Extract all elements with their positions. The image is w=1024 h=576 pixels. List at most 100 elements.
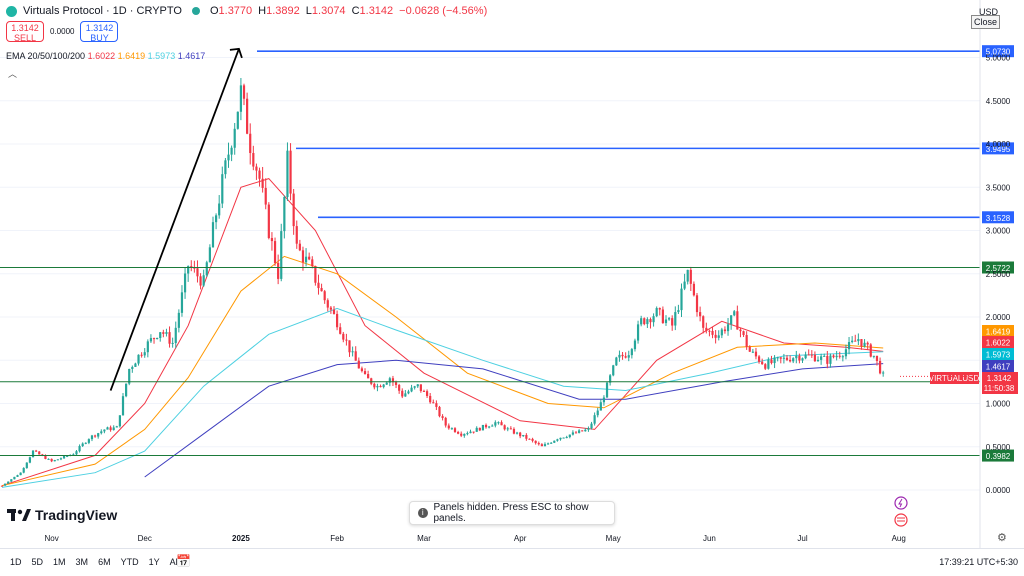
buy-button[interactable]: 1.3142 BUY <box>80 21 119 43</box>
candle-body <box>584 429 587 432</box>
candle-body <box>242 85 246 99</box>
timeframe-1y[interactable]: 1Y <box>148 557 160 567</box>
candle-body <box>261 178 264 188</box>
clock-timezone[interactable]: 17:39:21 UTC+5:30 <box>939 557 1018 567</box>
candle-body <box>298 243 301 251</box>
symbol-title[interactable]: Virtuals Protocol · 1D · CRYPTO <box>23 5 182 17</box>
candle-body <box>363 371 367 375</box>
candle-body <box>615 357 618 366</box>
candle-body <box>413 386 416 388</box>
currency-label[interactable]: USD <box>978 7 998 17</box>
candle-body <box>546 443 550 445</box>
candle-body <box>87 439 90 443</box>
symbol-tag-text: VIRTUALUSD <box>929 374 980 383</box>
candle-body <box>22 468 25 473</box>
time-axis: Nov Dec 2025 Feb Mar Apr May Jun Jul Aug <box>45 534 906 543</box>
candle-body <box>196 268 199 277</box>
ohlc-open: O1.3770 <box>209 5 253 17</box>
candle-body <box>422 390 426 392</box>
market-status-icon <box>191 7 200 15</box>
candle-body <box>438 406 441 417</box>
timeframe-ytd[interactable]: YTD <box>120 557 139 567</box>
candle-body <box>742 331 745 336</box>
ohlc-low: L1.3074 <box>305 5 346 17</box>
ema-legend[interactable]: EMA 20/50/100/200 1.6022 1.6419 1.5973 1… <box>6 51 205 61</box>
time-tick-label: Jun <box>703 534 716 543</box>
candle-body <box>847 342 851 350</box>
candle-body <box>255 166 258 171</box>
toast-text: Panels hidden. Press ESC to show panels. <box>433 502 589 524</box>
settings-gear-icon[interactable]: ⚙ <box>997 532 1007 544</box>
candle-body <box>714 334 717 338</box>
goto-date-calendar-icon[interactable]: 📅 <box>176 554 191 568</box>
candle-body <box>128 368 131 384</box>
sell-button[interactable]: 1.3142 SELL <box>6 21 44 43</box>
collapse-legend-icon[interactable]: ︿ <box>8 69 18 79</box>
ema20-line <box>1 178 884 487</box>
candle-body <box>273 241 277 263</box>
timeframe-6m[interactable]: 6M <box>98 557 111 567</box>
timeframe-buttons: 1D 5D 1M 3M 6M YTD 1Y All <box>10 557 180 567</box>
candle-body <box>857 339 860 342</box>
timeframe-3m[interactable]: 3M <box>75 557 89 567</box>
ohlc-change: −0.0628 (−4.56%) <box>399 5 488 17</box>
candle-body <box>326 300 329 308</box>
candle-body <box>686 269 689 282</box>
time-tick-label: Aug <box>892 534 906 543</box>
candle-body <box>394 382 398 385</box>
candle-body <box>844 349 848 357</box>
chart-event-icons <box>894 496 908 527</box>
candle-body <box>432 402 435 404</box>
candle-body <box>360 368 364 372</box>
candle-body <box>851 340 854 343</box>
candle-body <box>230 147 233 155</box>
ema100-line <box>1 307 884 488</box>
candle-body <box>612 365 615 376</box>
candle-body <box>205 262 208 276</box>
candle-body <box>118 415 122 427</box>
candle-body <box>795 355 798 359</box>
symbol-header: Virtuals Protocol · 1D · CRYPTO O1.3770 … <box>6 5 487 17</box>
timeframe-1d[interactable]: 1D <box>10 557 22 567</box>
candle-body <box>0 485 4 487</box>
candle-body <box>723 329 727 332</box>
candle-body <box>550 442 553 444</box>
candle-body <box>512 428 516 434</box>
close-button[interactable]: Close <box>971 15 1001 29</box>
level-tag-text: 2.5722 <box>986 264 1011 273</box>
candle-body <box>525 434 528 439</box>
candle-body <box>643 318 646 325</box>
candle-body <box>515 432 519 434</box>
candle-body <box>711 330 714 335</box>
brand-name: TradingView <box>35 507 118 523</box>
candle-body <box>410 387 413 392</box>
candle-body <box>385 382 388 385</box>
timeframe-all[interactable]: All <box>169 557 180 567</box>
candle-body <box>7 481 10 484</box>
candle-body <box>162 332 165 334</box>
candle-body <box>751 351 754 353</box>
candle-body <box>450 428 453 430</box>
candle-body <box>398 384 401 391</box>
candle-body <box>590 423 593 429</box>
last-price-tag <box>982 372 1018 394</box>
trend-arrow-line <box>109 48 240 391</box>
time-tick-label: 2025 <box>232 534 250 543</box>
candle-body <box>90 435 94 440</box>
timeframe-5d[interactable]: 5D <box>31 557 44 567</box>
candle-body <box>739 329 742 332</box>
candle-body <box>373 383 376 388</box>
price-tick-label: 2.5000 <box>986 270 1011 279</box>
price-tick-label: 0.0000 <box>986 486 1011 495</box>
candle-body <box>314 266 317 283</box>
candle-body <box>466 433 469 435</box>
time-tick-label: Mar <box>417 534 431 543</box>
candle-body <box>149 338 153 342</box>
candle-body <box>283 197 286 232</box>
candle-body <box>13 476 16 480</box>
timeframe-1m[interactable]: 1M <box>53 557 66 567</box>
candle-body <box>233 128 236 148</box>
price-tick-label: 2.0000 <box>986 313 1011 322</box>
candle-body <box>556 439 559 441</box>
